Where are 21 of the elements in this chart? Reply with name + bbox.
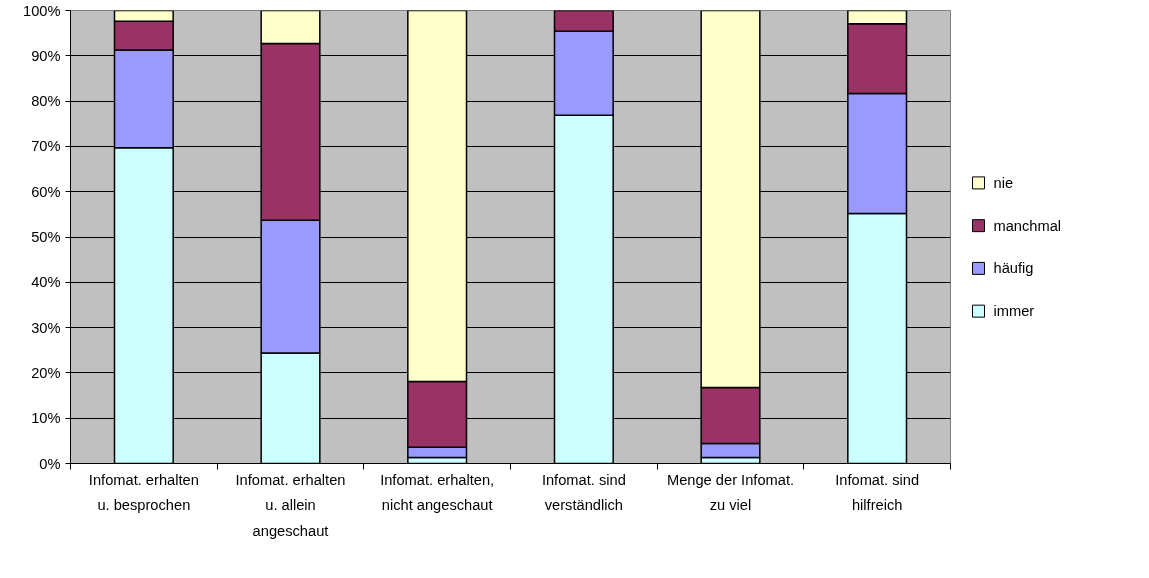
x-tick-label: Infomat. erhalten u. allein angeschaut [235, 471, 346, 539]
y-tick-label: 90% [31, 47, 61, 64]
y-tick-label: 40% [31, 274, 61, 291]
x-tick-label: Infomat. erhalten, nicht angeschaut [380, 471, 495, 514]
y-tick-label: 30% [31, 319, 61, 336]
y-tick-label: 50% [31, 229, 61, 245]
y-tick-label: 20% [31, 364, 61, 381]
x-tick-label: Infomat. sind verständlich [541, 471, 626, 514]
x-tick-label: Infomat. erhalten u. besprochen [88, 471, 199, 514]
x-tick-label: Infomat. sind hilfreich [835, 471, 920, 514]
y-tick-label: 80% [31, 93, 61, 110]
y-tick-label: 100% [23, 2, 61, 19]
y-tick-label: 10% [31, 410, 61, 427]
legend-label: manchmal [993, 217, 1062, 234]
y-tick-label: 70% [31, 138, 61, 155]
legend-label: immer [993, 303, 1035, 320]
legend-label: häufig [993, 260, 1034, 277]
x-tick-label: Menge der Infomat. zu viel [666, 471, 795, 514]
y-tick-label: 0% [39, 455, 61, 472]
legend-label: nie [993, 174, 1014, 191]
y-tick-label: 60% [31, 183, 61, 200]
